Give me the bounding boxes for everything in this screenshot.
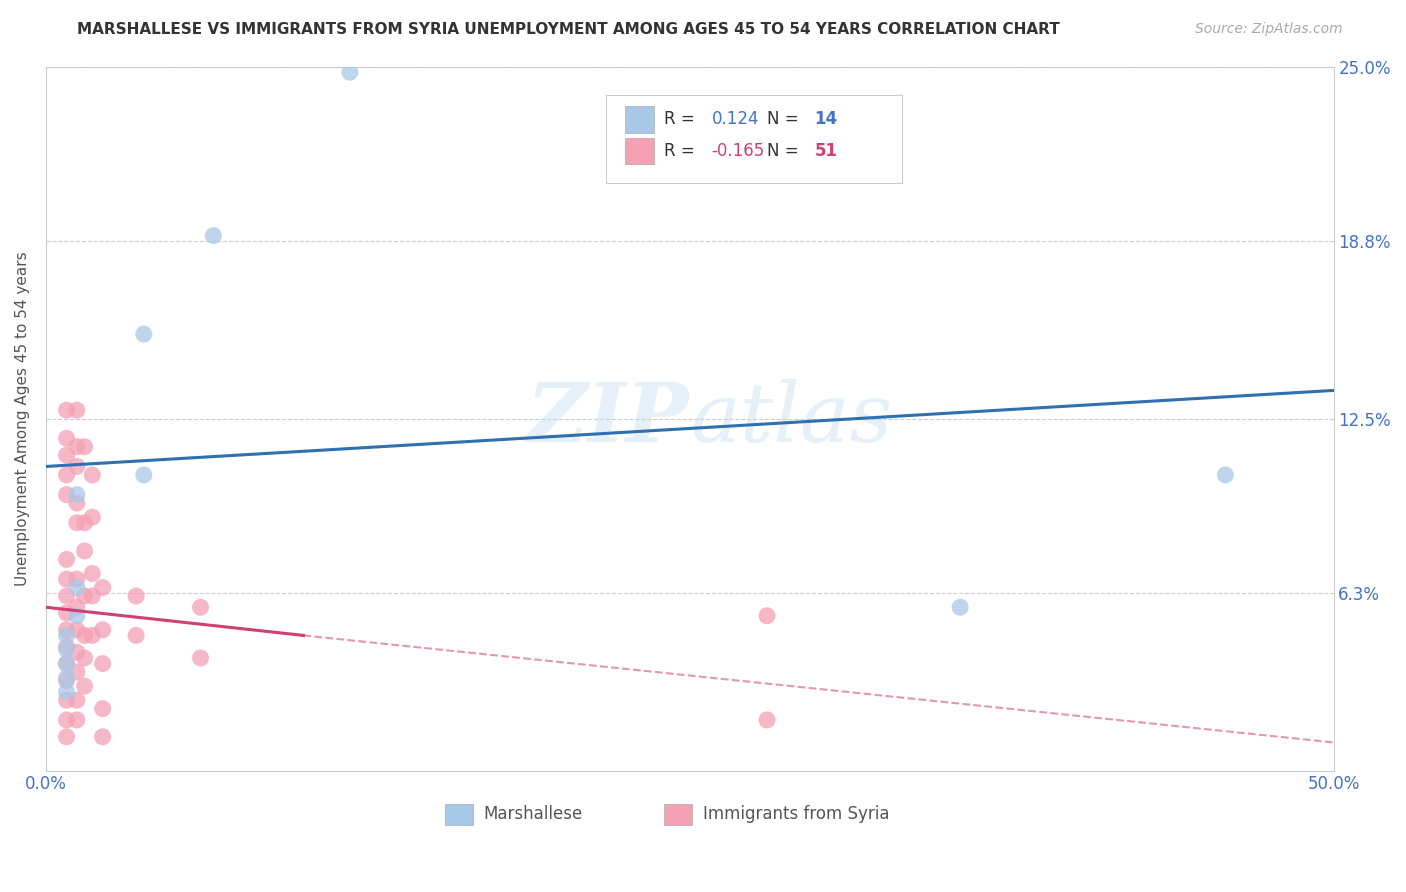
Point bbox=[66, 516, 89, 530]
Point bbox=[55, 693, 77, 707]
Point bbox=[1215, 467, 1237, 482]
Point bbox=[91, 581, 114, 595]
Text: R =: R = bbox=[664, 142, 700, 160]
Point bbox=[55, 606, 77, 620]
Point bbox=[66, 496, 89, 510]
Point bbox=[125, 589, 148, 603]
Point bbox=[55, 671, 77, 685]
Point bbox=[202, 228, 225, 243]
Text: ZIP: ZIP bbox=[527, 378, 690, 458]
Point bbox=[73, 440, 96, 454]
Text: N =: N = bbox=[768, 142, 804, 160]
Y-axis label: Unemployment Among Ages 45 to 54 years: Unemployment Among Ages 45 to 54 years bbox=[15, 252, 30, 586]
Text: N =: N = bbox=[768, 111, 804, 128]
Point bbox=[73, 589, 96, 603]
Point bbox=[73, 516, 96, 530]
Point bbox=[73, 544, 96, 558]
Point bbox=[66, 581, 89, 595]
Point bbox=[756, 713, 779, 727]
Point bbox=[55, 431, 77, 445]
Point bbox=[66, 600, 89, 615]
Point bbox=[949, 600, 972, 615]
Text: R =: R = bbox=[664, 111, 700, 128]
Text: 51: 51 bbox=[814, 142, 838, 160]
Point bbox=[55, 685, 77, 699]
Point bbox=[132, 327, 155, 342]
Point bbox=[55, 623, 77, 637]
Point bbox=[91, 701, 114, 715]
Text: Source: ZipAtlas.com: Source: ZipAtlas.com bbox=[1195, 22, 1343, 37]
Point bbox=[66, 403, 89, 417]
Text: Immigrants from Syria: Immigrants from Syria bbox=[703, 805, 889, 823]
Point bbox=[82, 467, 104, 482]
Bar bbox=[446, 804, 474, 825]
Point bbox=[55, 589, 77, 603]
Point bbox=[55, 642, 77, 657]
Bar bbox=[626, 106, 654, 133]
Point bbox=[55, 572, 77, 586]
Point bbox=[339, 65, 361, 79]
Point bbox=[55, 730, 77, 744]
Bar bbox=[626, 137, 654, 164]
Point bbox=[66, 713, 89, 727]
Point bbox=[66, 488, 89, 502]
Point bbox=[190, 651, 212, 665]
Point bbox=[55, 628, 77, 642]
Point bbox=[91, 623, 114, 637]
Point bbox=[125, 628, 148, 642]
Point bbox=[82, 510, 104, 524]
Point bbox=[73, 679, 96, 693]
Point bbox=[82, 589, 104, 603]
Text: 14: 14 bbox=[814, 111, 838, 128]
Point bbox=[55, 552, 77, 566]
Point bbox=[66, 459, 89, 474]
Point bbox=[66, 608, 89, 623]
Point bbox=[55, 673, 77, 688]
Text: atlas: atlas bbox=[690, 378, 893, 458]
Point bbox=[91, 657, 114, 671]
Point bbox=[66, 440, 89, 454]
Point bbox=[132, 467, 155, 482]
Point bbox=[55, 467, 77, 482]
Point bbox=[55, 657, 77, 671]
Point bbox=[55, 448, 77, 462]
Point bbox=[55, 640, 77, 654]
Point bbox=[55, 488, 77, 502]
FancyBboxPatch shape bbox=[606, 95, 903, 183]
Bar bbox=[664, 804, 692, 825]
Point bbox=[55, 713, 77, 727]
Point bbox=[73, 651, 96, 665]
Point bbox=[91, 730, 114, 744]
Point bbox=[66, 623, 89, 637]
Point bbox=[190, 600, 212, 615]
Point bbox=[82, 566, 104, 581]
Text: MARSHALLESE VS IMMIGRANTS FROM SYRIA UNEMPLOYMENT AMONG AGES 45 TO 54 YEARS CORR: MARSHALLESE VS IMMIGRANTS FROM SYRIA UNE… bbox=[77, 22, 1060, 37]
Point bbox=[73, 628, 96, 642]
Point bbox=[55, 657, 77, 671]
Point bbox=[66, 645, 89, 659]
Point bbox=[82, 628, 104, 642]
Text: Marshallese: Marshallese bbox=[484, 805, 583, 823]
Point bbox=[66, 693, 89, 707]
Point bbox=[55, 403, 77, 417]
Point bbox=[756, 608, 779, 623]
Point bbox=[66, 665, 89, 679]
Text: -0.165: -0.165 bbox=[711, 142, 765, 160]
Text: 0.124: 0.124 bbox=[711, 111, 759, 128]
Point bbox=[66, 572, 89, 586]
